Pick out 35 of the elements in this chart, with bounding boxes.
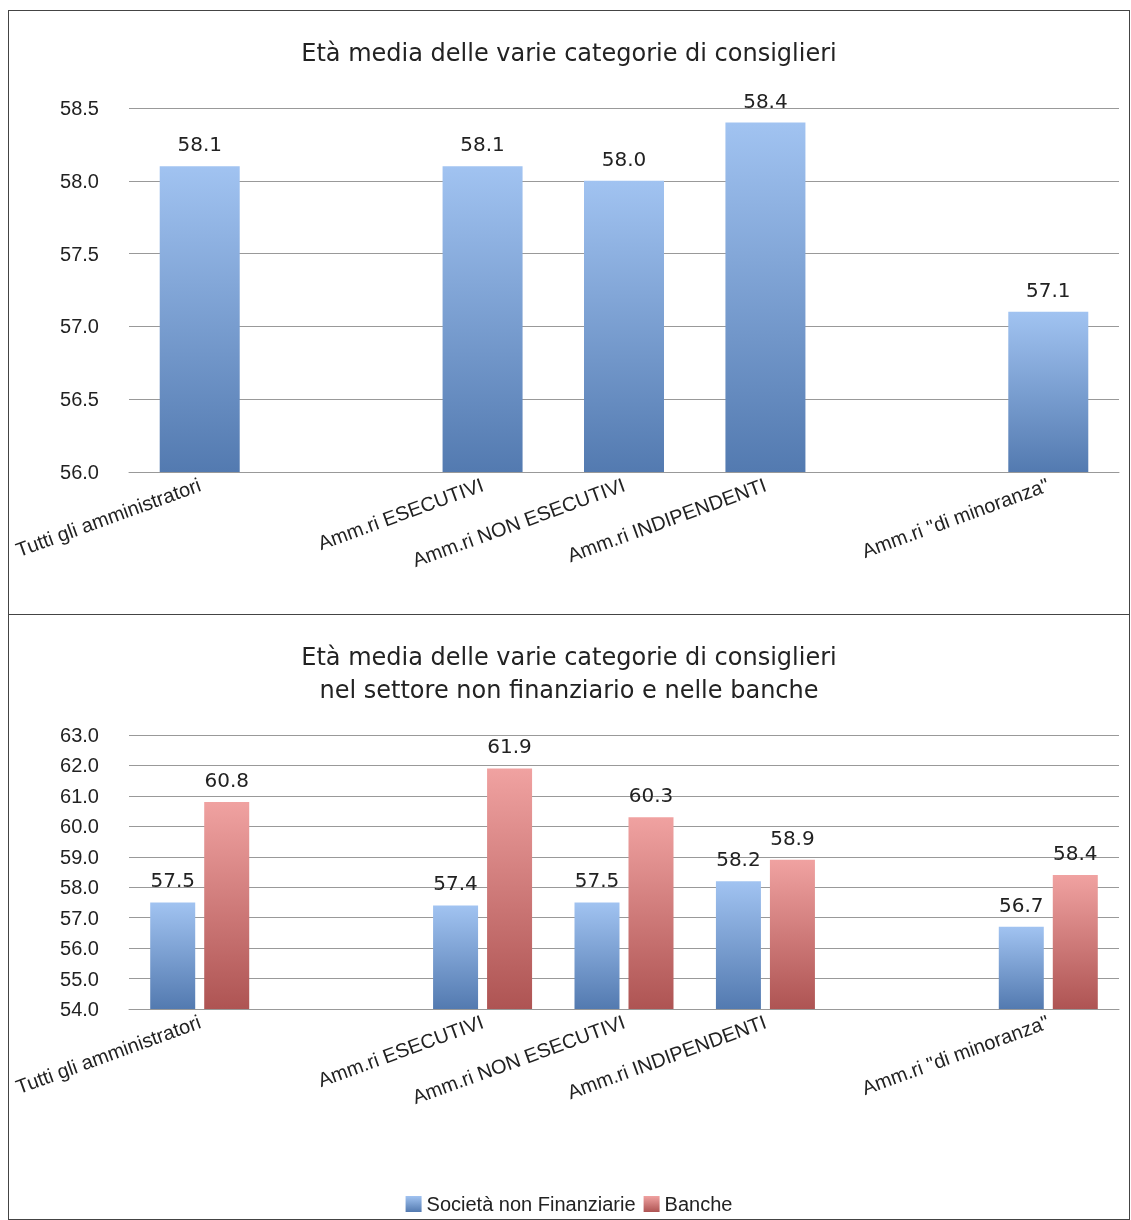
data-label: 57.4	[433, 871, 478, 896]
y-tick-label: 56.0	[60, 937, 99, 960]
y-tick-label: 55.0	[60, 967, 99, 990]
data-label: 58.2	[716, 847, 761, 872]
legend-label: Banche	[664, 1193, 733, 1215]
y-tick-label: 56.0	[60, 461, 99, 483]
data-label: 60.3	[628, 783, 674, 808]
data-label: 57.5	[150, 868, 195, 893]
data-label: 57.5	[574, 868, 620, 893]
y-tick-label: 61.0	[60, 784, 99, 807]
data-label: 58.1	[177, 132, 222, 157]
y-tick-label: 63.0	[60, 724, 99, 746]
data-label: 56.7	[999, 892, 1044, 917]
legend-label: Società non Finanziarie	[426, 1193, 636, 1215]
y-tick-label: 58.0	[60, 876, 99, 899]
y-tick-label: 60.0	[60, 815, 99, 838]
data-label: 58.9	[770, 825, 815, 850]
y-tick-label: 54.0	[60, 998, 99, 1020]
data-label: 58.0	[601, 146, 647, 171]
y-tick-label: 59.0	[60, 845, 99, 868]
data-label: 60.8	[204, 767, 249, 792]
y-tick-label: 57.0	[60, 906, 99, 929]
y-tick-label: 56.5	[60, 388, 99, 411]
data-label: 58.4	[743, 88, 788, 113]
data-label: 58.1	[460, 132, 505, 157]
chart-title: Età media delle varie categorie di consiglieri nel settore non finanziario e nelle banche	[301, 642, 837, 704]
y-tick-label: 62.0	[60, 754, 99, 777]
data-label: 58.4	[1053, 841, 1098, 866]
y-tick-label: 58.0	[60, 169, 99, 192]
data-label: 57.1	[1026, 277, 1071, 302]
chart-title: Età media delle varie categorie di consiglieri	[301, 38, 837, 67]
y-tick-label: 58.5	[60, 97, 99, 119]
y-tick-label: 57.0	[60, 315, 99, 338]
data-label: 61.9	[487, 734, 532, 759]
y-tick-label: 57.5	[60, 242, 99, 265]
